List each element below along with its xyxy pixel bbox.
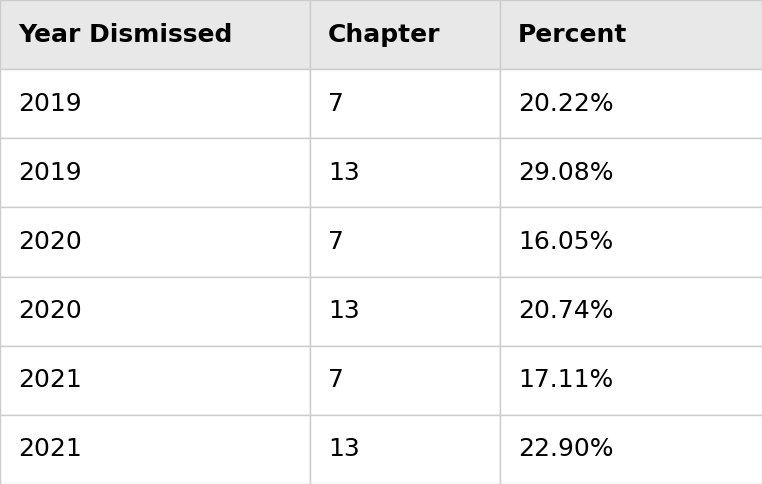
Bar [500, 69, 762, 138]
Bar [310, 0, 500, 69]
Text: 7: 7 [328, 230, 344, 254]
Text: 20.74%: 20.74% [518, 299, 613, 323]
Text: 22.90%: 22.90% [518, 438, 613, 461]
Text: 2020: 2020 [18, 230, 82, 254]
Text: 2021: 2021 [18, 438, 82, 461]
Bar [310, 138, 500, 208]
Text: 2020: 2020 [18, 299, 82, 323]
Text: 2019: 2019 [18, 91, 82, 116]
Bar [0, 208, 310, 276]
Text: 17.11%: 17.11% [518, 368, 613, 393]
Text: 20.22%: 20.22% [518, 91, 613, 116]
Text: 2019: 2019 [18, 161, 82, 185]
Bar [0, 415, 310, 484]
Text: 2021: 2021 [18, 368, 82, 393]
Text: 29.08%: 29.08% [518, 161, 613, 185]
Bar [500, 138, 762, 208]
Text: Chapter: Chapter [328, 23, 440, 46]
Bar [0, 138, 310, 208]
Text: 7: 7 [328, 91, 344, 116]
Bar [500, 276, 762, 346]
Text: Percent: Percent [518, 23, 627, 46]
Bar [0, 0, 310, 69]
Bar [310, 208, 500, 276]
Bar [310, 346, 500, 415]
Bar [0, 69, 310, 138]
Text: 13: 13 [328, 161, 360, 185]
Bar [500, 346, 762, 415]
Bar [0, 276, 310, 346]
Bar [500, 208, 762, 276]
Bar [310, 69, 500, 138]
Text: Year Dismissed: Year Dismissed [18, 23, 232, 46]
Bar [500, 0, 762, 69]
Bar [310, 276, 500, 346]
Text: 13: 13 [328, 299, 360, 323]
Text: 16.05%: 16.05% [518, 230, 613, 254]
Text: 7: 7 [328, 368, 344, 393]
Bar [0, 346, 310, 415]
Bar [500, 415, 762, 484]
Text: 13: 13 [328, 438, 360, 461]
Bar [310, 415, 500, 484]
